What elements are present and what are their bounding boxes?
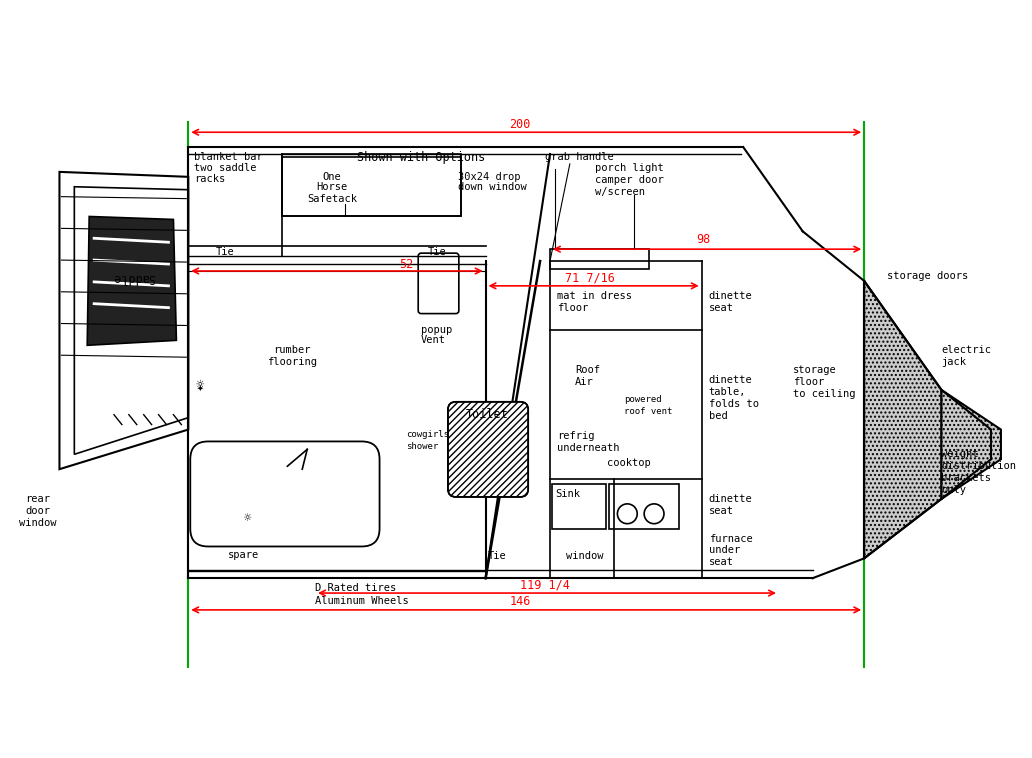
Text: two saddle: two saddle [194,163,257,173]
Text: Sink: Sink [555,489,580,499]
Text: rear: rear [25,494,51,504]
Bar [283,157,461,217]
Text: floor: floor [793,377,825,387]
Text: seat: seat [709,506,734,515]
Text: racks: racks [194,174,225,184]
Text: Tie: Tie [428,247,447,257]
Polygon shape [88,217,176,346]
Text: refrig: refrig [557,431,594,441]
Bar [550,249,649,269]
Text: dinette: dinette [709,494,752,504]
Text: Aluminum Wheels: Aluminum Wheels [315,596,409,606]
Text: underneath: underneath [557,443,619,453]
Text: bed: bed [709,411,728,421]
Text: roof vent: roof vent [624,407,673,416]
Text: D Rated tires: D Rated tires [315,583,396,593]
Text: popup: popup [421,325,452,336]
Text: w/screen: w/screen [594,186,645,196]
Text: Shown with Options: Shown with Options [357,151,485,164]
Text: Roof: Roof [575,365,600,375]
Text: window: window [566,551,604,562]
Polygon shape [864,281,941,559]
Text: storage doors: storage doors [886,271,968,281]
Polygon shape [941,390,1001,499]
Text: 119 1/4: 119 1/4 [520,578,570,592]
Text: Saddle: Saddle [112,271,155,284]
Text: folds to: folds to [709,399,759,409]
Text: ✦: ✦ [197,383,204,393]
FancyBboxPatch shape [448,402,528,497]
Text: shower: shower [407,442,439,451]
Text: grab handle: grab handle [545,152,614,162]
Text: 146: 146 [510,596,531,609]
Text: floor: floor [557,302,588,312]
Text: powered: powered [624,396,662,404]
Text: dinette: dinette [709,291,752,301]
Text: jack: jack [941,357,966,367]
Text: storage: storage [793,365,837,375]
Text: blanket bar: blanket bar [194,152,263,162]
Text: to ceiling: to ceiling [793,389,856,399]
Text: furnace: furnace [709,534,752,543]
Text: Tie: Tie [216,247,235,257]
Text: One: One [323,172,342,182]
Text: Vent: Vent [421,335,446,346]
Text: seat: seat [709,557,734,567]
Text: flooring: flooring [267,357,318,367]
Text: ☼: ☼ [244,512,252,525]
Text: down window: down window [458,182,526,192]
Bar [552,484,607,528]
Bar [283,154,461,217]
Text: Horse: Horse [317,182,348,192]
Text: rumber: rumber [273,345,311,356]
Text: 200: 200 [510,117,531,131]
Text: only: only [941,485,966,495]
Text: door: door [25,506,51,515]
Bar [610,484,679,528]
Text: distribution: distribution [941,461,1017,471]
Text: brackets: brackets [941,473,992,483]
Text: cowgirls: cowgirls [407,430,449,439]
Text: camper door: camper door [594,175,664,185]
Text: 98: 98 [697,233,711,246]
Text: dinette: dinette [709,375,752,385]
Text: weight: weight [941,449,979,459]
Text: window: window [19,518,57,528]
Text: 71 7/16: 71 7/16 [565,271,615,284]
Text: cooktop: cooktop [608,459,651,468]
Text: under: under [709,546,740,556]
Text: table,: table, [709,387,746,397]
Text: ☼: ☼ [196,378,204,392]
Text: Toilet: Toilet [466,408,509,421]
Text: 30x24 drop: 30x24 drop [458,172,520,182]
Text: seat: seat [709,302,734,312]
Text: Safetack: Safetack [307,193,357,204]
Text: mat in dress: mat in dress [557,291,632,301]
Text: spare: spare [228,550,259,560]
Text: porch light: porch light [594,163,664,173]
Text: electric: electric [941,345,992,356]
Text: Tie: Tie [488,551,507,562]
Text: Air: Air [575,377,593,387]
Text: 52: 52 [399,258,414,271]
